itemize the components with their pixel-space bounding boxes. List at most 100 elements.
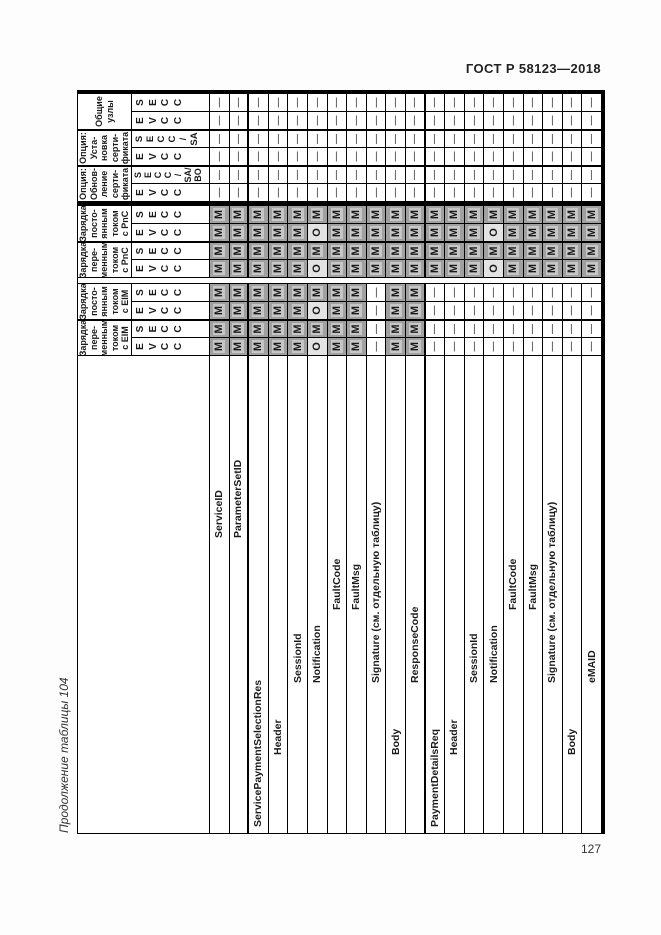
presence-cell: —	[405, 111, 426, 129]
presence-cell: М	[210, 223, 230, 241]
presence-cell: —	[366, 93, 387, 111]
presence-cell: —	[229, 129, 250, 147]
presence-cell: М	[386, 259, 406, 277]
presence-cell: М	[347, 259, 367, 277]
presence-cell: —	[347, 129, 367, 147]
presence-cell: —	[562, 283, 583, 301]
presence-cell: —	[562, 165, 583, 183]
presence-cell: —	[582, 319, 602, 337]
presence-cell: М	[503, 241, 524, 259]
presence-cell: —	[249, 165, 269, 183]
presence-cell: М	[445, 223, 465, 241]
presence-cell: —	[210, 165, 230, 183]
presence-cell: —	[210, 93, 230, 111]
presence-cell: —	[386, 183, 406, 201]
presence-cell: —	[445, 337, 465, 355]
presence-cell: —	[210, 111, 230, 129]
presence-cell: М	[229, 337, 250, 355]
presence-cell: М	[386, 241, 406, 259]
presence-cell: —	[288, 165, 308, 183]
presence-cell: М	[307, 205, 328, 223]
presence-cell: М	[503, 259, 524, 277]
subcolumn-header: S E C C / SA/BO	[132, 165, 210, 183]
presence-cell: —	[484, 319, 504, 337]
presence-cell: —	[464, 283, 485, 301]
presence-cell: М	[464, 223, 485, 241]
presence-cell: —	[543, 283, 563, 301]
presence-cell: М	[464, 241, 485, 259]
presence-cell: О	[307, 223, 328, 241]
presence-cell: М	[445, 205, 465, 223]
presence-cell: —	[288, 93, 308, 111]
presence-cell: М	[210, 205, 230, 223]
presence-cell: М	[210, 337, 230, 355]
presence-cell: М	[229, 283, 250, 301]
presence-cell: —	[523, 165, 544, 183]
row-label: eMAID	[582, 355, 602, 833]
presence-cell: М	[445, 241, 465, 259]
row-label: ServiceID	[210, 355, 230, 833]
presence-cell: М	[425, 241, 446, 259]
presence-cell: М	[445, 259, 465, 277]
presence-cell: М	[249, 283, 269, 301]
presence-cell: М	[327, 205, 348, 223]
presence-cell: М	[347, 337, 367, 355]
presence-cell: —	[425, 147, 446, 165]
presence-cell: М	[249, 319, 269, 337]
presence-cell: —	[327, 111, 348, 129]
table-caption: Продолжение таблицы 104	[57, 677, 71, 833]
presence-cell: —	[464, 111, 485, 129]
presence-cell: —	[445, 319, 465, 337]
presence-cell: —	[582, 337, 602, 355]
column-group-header: Зарядка пере-менным током с PnC	[78, 241, 132, 277]
presence-cell: —	[327, 129, 348, 147]
presence-cell: —	[327, 147, 348, 165]
presence-cell: —	[366, 337, 387, 355]
presence-cell: —	[288, 147, 308, 165]
presence-cell: О	[484, 259, 504, 277]
presence-cell: —	[503, 301, 524, 319]
presence-cell: М	[327, 337, 348, 355]
presence-cell: —	[464, 147, 485, 165]
presence-cell: М	[543, 205, 563, 223]
presence-cell: —	[543, 183, 563, 201]
row-label: ParameterSetID	[229, 355, 250, 833]
row-label: SessionId	[464, 355, 485, 833]
presence-cell: —	[229, 183, 250, 201]
presence-cell: —	[543, 93, 563, 111]
presence-cell: М	[405, 283, 426, 301]
presence-cell: —	[582, 111, 602, 129]
presence-cell: М	[327, 319, 348, 337]
presence-cell: М	[503, 223, 524, 241]
presence-cell: М	[307, 241, 328, 259]
presence-cell: —	[229, 111, 250, 129]
presence-cell: М	[347, 301, 367, 319]
page-number: 127	[580, 842, 601, 856]
presence-cell: —	[307, 147, 328, 165]
presence-cell: М	[405, 301, 426, 319]
presence-cell: —	[523, 301, 544, 319]
presence-cell: М	[288, 319, 308, 337]
presence-cell: —	[210, 183, 230, 201]
presence-cell: —	[464, 93, 485, 111]
presence-cell: —	[562, 183, 583, 201]
presence-cell: М	[249, 205, 269, 223]
row-label: FaultMsg	[347, 355, 367, 833]
presence-cell: М	[268, 283, 289, 301]
presence-cell: —	[366, 165, 387, 183]
presence-cell: М	[386, 301, 406, 319]
presence-cell: —	[562, 111, 583, 129]
presence-cell: —	[582, 147, 602, 165]
presence-cell: М	[210, 241, 230, 259]
presence-cell: М	[229, 241, 250, 259]
presence-cell: —	[445, 111, 465, 129]
row-label: FaultCode	[503, 355, 524, 833]
column-group-header: Общие узлы	[78, 93, 132, 129]
presence-cell: —	[268, 93, 289, 111]
presence-cell: —	[425, 319, 446, 337]
